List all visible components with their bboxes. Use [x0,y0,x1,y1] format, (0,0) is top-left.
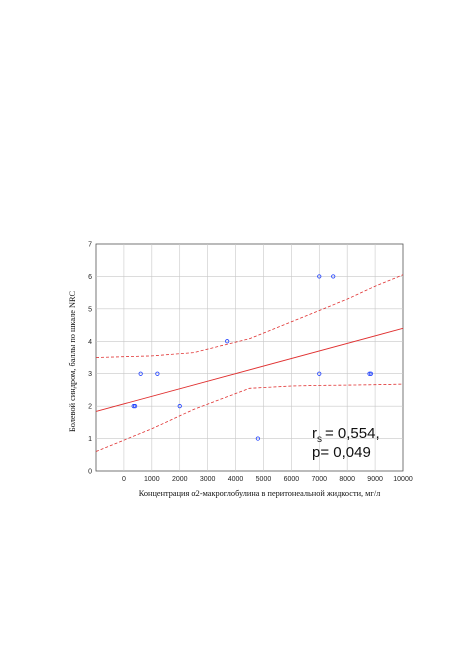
y-axis-label: Болевой синдром, баллы по шкале NRC [68,291,77,433]
r-symbol: r [312,425,317,442]
x-tick-label: 0 [122,476,126,483]
r-subscript: s [317,434,322,445]
y-tick-label: 2 [88,404,92,411]
data-point [132,404,138,409]
y-tick-label: 5 [88,306,92,313]
data-point [255,436,260,441]
grid-lines [96,244,403,471]
x-tick-label: 4000 [228,476,244,483]
plot-area [95,243,404,472]
p-value: p= 0,049 [312,444,371,461]
y-tick-label: 6 [88,274,92,281]
x-tick-label: 3000 [200,476,216,483]
data-point [331,274,336,279]
x-tick-label: 7000 [311,476,327,483]
y-tick-label: 0 [88,469,92,476]
x-tick-label: 6000 [284,476,300,483]
x-tick-label: 5000 [256,476,272,483]
data-point [317,371,322,376]
x-tick-label: 8000 [339,476,355,483]
x-axis-label: Концентрация α2-макроглобулина в перитон… [139,489,381,498]
data-point [177,404,182,409]
confidence-lower-line [95,383,404,452]
y-tick-labels: 0 1 2 3 4 5 6 7 [88,242,92,476]
data-point [317,274,322,279]
regression-line [95,327,404,412]
y-tick-label: 3 [88,371,92,378]
data-point [368,371,374,376]
confidence-upper-line [95,274,404,358]
data-point [367,371,372,376]
regression-line-group [95,327,404,412]
svg-text:rs= 0,554,: rs = 0,554, [312,425,380,445]
x-tick-label: 2000 [172,476,188,483]
x-tick-label: 9000 [367,476,383,483]
y-tick-label: 7 [88,242,92,249]
data-point [138,371,143,376]
r-value: = 0,554, [325,425,380,442]
y-tick-label: 1 [88,436,92,443]
x-tick-labels: 0 1000 2000 3000 4000 5000 6000 7000 8000 9000 100… [122,476,413,483]
x-tick-label: 10000 [393,476,413,483]
data-point [225,339,230,344]
data-point [155,371,160,376]
confidence-band [95,274,404,452]
x-tick-label: 1000 [144,476,160,483]
data-points [131,274,374,441]
correlation-annotation: rs = 0,554, p= 0,049 [312,425,380,461]
data-point [131,404,136,409]
y-tick-label: 4 [88,339,92,346]
